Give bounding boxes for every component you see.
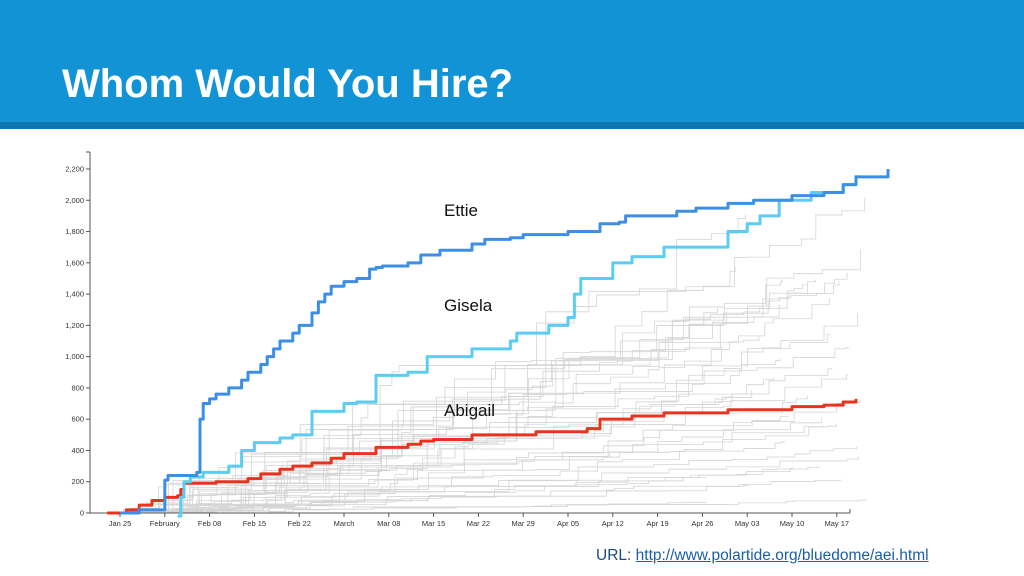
background-series-line <box>160 279 783 514</box>
url-line: URL: http://www.polartide.org/bluedome/a… <box>596 546 929 566</box>
abigail-label: Abigail <box>444 401 495 420</box>
x-tick-label: Feb 15 <box>243 519 266 528</box>
background-series-line <box>121 485 749 514</box>
slide-title: Whom Would You Hire? <box>62 62 514 106</box>
ettie-label: Ettie <box>444 201 478 220</box>
background-series <box>107 197 867 514</box>
x-tick-label: Feb 22 <box>288 519 311 528</box>
x-tick-label: Apr 26 <box>691 519 713 528</box>
background-series-line <box>129 466 821 514</box>
gisela-label: Gisela <box>444 296 493 315</box>
y-tick-label: 200 <box>71 477 84 486</box>
background-series-line <box>163 305 781 514</box>
x-tick-label: Mar 29 <box>512 519 535 528</box>
x-tick-label: Mar 22 <box>467 519 490 528</box>
slide-header <box>0 0 1024 122</box>
background-series-line <box>149 423 837 514</box>
ettie-series-line <box>120 169 890 515</box>
background-series-line <box>157 272 848 514</box>
y-tick-label: 1,000 <box>65 352 84 361</box>
x-tick-label: Mar 08 <box>377 519 400 528</box>
background-series-line <box>218 308 718 514</box>
x-tick-label: Apr 19 <box>647 519 669 528</box>
background-series-line <box>170 313 859 514</box>
background-series-line <box>195 249 861 514</box>
y-tick-label: 2,000 <box>65 196 84 205</box>
x-tick-label: February <box>150 519 180 528</box>
url-label: URL: <box>596 547 632 564</box>
y-tick-label: 2,200 <box>65 165 84 174</box>
x-tick-label: May 17 <box>824 519 849 528</box>
background-series-line <box>210 441 786 514</box>
y-tick-label: 1,800 <box>65 227 84 236</box>
background-series-line <box>108 346 850 514</box>
background-series-line <box>163 377 775 514</box>
y-tick-label: 1,600 <box>65 258 84 267</box>
x-tick-label: Feb 08 <box>198 519 221 528</box>
background-series-line <box>168 266 736 514</box>
background-series-line <box>130 214 746 514</box>
x-tick-label: May 03 <box>735 519 760 528</box>
x-tick-label: Jan 25 <box>109 519 132 528</box>
background-series-line <box>172 499 867 514</box>
background-series-line <box>163 197 866 514</box>
x-tick-label: March <box>334 519 355 528</box>
x-tick-label: May 10 <box>780 519 805 528</box>
header-divider <box>0 122 1024 129</box>
y-tick-label: 600 <box>71 415 84 424</box>
x-tick-label: Mar 15 <box>422 519 445 528</box>
y-tick-label: 800 <box>71 383 84 392</box>
url-link[interactable]: http://www.polartide.org/bluedome/aei.ht… <box>635 547 929 564</box>
x-tick-label: Apr 05 <box>557 519 579 528</box>
y-tick-label: 400 <box>71 446 84 455</box>
background-series-line <box>133 425 824 514</box>
background-series-line <box>117 284 807 514</box>
background-series-line <box>187 298 831 514</box>
y-tick-label: 0 <box>80 509 84 518</box>
background-series-line <box>187 479 842 514</box>
background-series-line <box>126 477 706 514</box>
background-series-line <box>214 501 707 514</box>
x-tick-label: Apr 12 <box>602 519 624 528</box>
y-axis-ticks: 0 200 400 600 800 1,000 1,200 1,400 1,600 1,800 2,… <box>65 165 90 518</box>
y-tick-label: 1,400 <box>65 290 84 299</box>
y-tick-label: 1,200 <box>65 321 84 330</box>
chart-axes <box>86 151 851 514</box>
gisela-series-line <box>177 175 858 518</box>
abigail-series-line <box>107 398 858 515</box>
x-axis-ticks: Jan 25 February Feb 08 Feb 15 Feb 22 March Mar… <box>109 513 849 528</box>
background-series-line <box>114 279 816 514</box>
